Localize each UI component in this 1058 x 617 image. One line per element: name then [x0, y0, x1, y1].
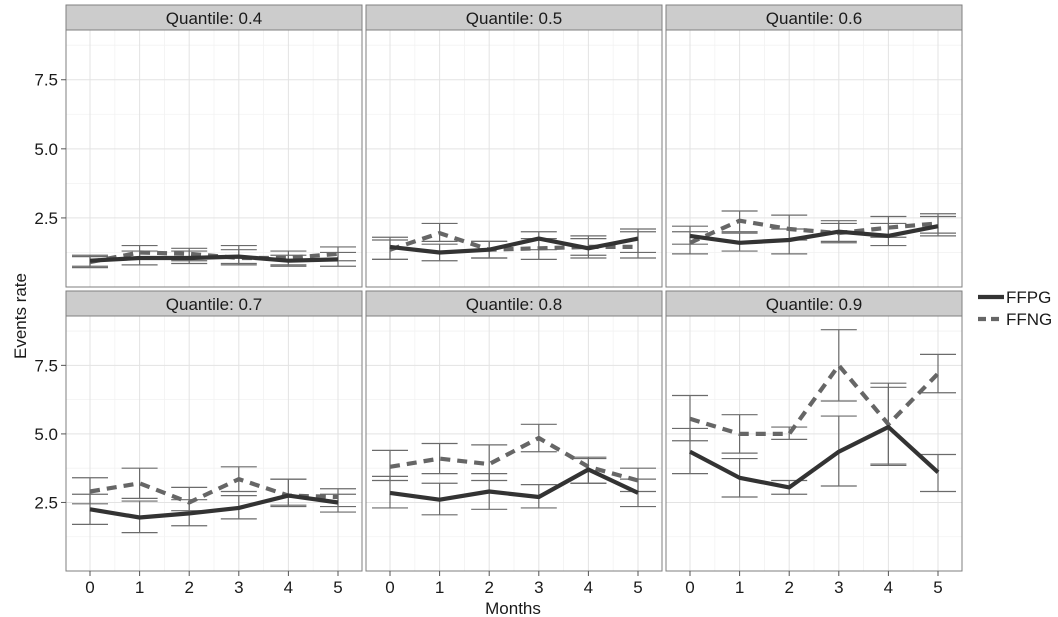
facet-strip [65, 290, 363, 317]
errorbar-group-ffng [672, 329, 956, 465]
x-tick-label: 1 [135, 578, 144, 597]
x-tick-label: 1 [735, 578, 744, 597]
x-tick-label: 0 [85, 578, 94, 597]
x-tick-label: 0 [385, 578, 394, 597]
y-tick-label: 5.0 [34, 425, 58, 444]
facet-strip-label: Quantile: 0.6 [766, 9, 862, 28]
x-tick-label: 5 [633, 578, 642, 597]
errorbar [672, 394, 708, 442]
x-tick-label: 4 [584, 578, 593, 597]
facet-strip-label: Quantile: 0.7 [166, 295, 262, 314]
facet-strip [65, 4, 363, 31]
facet-strip-label: Quantile: 0.8 [466, 295, 562, 314]
facet-panel: Quantile: 0.5 [365, 4, 663, 288]
facet-panel: Quantile: 0.7 [65, 290, 363, 572]
facet-strip [365, 4, 663, 31]
y-tick-label: 5.0 [34, 140, 58, 159]
errorbar [320, 488, 356, 508]
series-line-ffpg [689, 224, 939, 245]
errorbar [121, 467, 158, 499]
y-tick-label: 2.5 [34, 209, 58, 228]
errorbar-group-ffng [372, 423, 656, 493]
series-line-ffng [689, 218, 939, 245]
legend-label: FFPG [1006, 288, 1051, 307]
x-tick-label: 2 [484, 578, 493, 597]
x-tick-label: 4 [284, 578, 293, 597]
facet-panel: Quantile: 0.4 [65, 4, 363, 288]
x-tick-label: 1 [435, 578, 444, 597]
errorbar [270, 478, 307, 506]
panel-border [65, 315, 363, 572]
x-tick-label: 2 [784, 578, 793, 597]
x-axis-title: Months [485, 599, 541, 617]
legend-label: FFNG [1006, 310, 1052, 329]
series-line-ffpg [89, 254, 339, 263]
facet-strip [365, 290, 663, 317]
series-line-ffng [89, 477, 339, 505]
series-line-ffng [689, 363, 940, 436]
series-line-ffpg [89, 493, 339, 520]
series-line-ffpg [389, 236, 639, 255]
series-line-ffpg [689, 424, 940, 490]
facet-panel: Quantile: 0.6 [665, 4, 963, 288]
facet-panels: Quantile: 0.4 Quantile: 0.5 Quantile: 0.6 Q… [65, 4, 963, 572]
series-line-ffpg [389, 467, 639, 502]
legend: FFPG FFNG [978, 288, 1052, 329]
facet-strip-label: Quantile: 0.5 [466, 9, 562, 28]
panel-border [665, 29, 963, 288]
y-tick-label: 7.5 [34, 356, 58, 375]
panel-border [65, 29, 363, 288]
axes: Events rate Months 2.5 5.0 7.5 2.5 5.0 7.5 0 1 2… [11, 71, 943, 617]
x-tick-label: 3 [834, 578, 843, 597]
errorbar [72, 256, 108, 269]
y-tick-label: 7.5 [34, 71, 58, 90]
errorbar [570, 235, 607, 256]
y-axis-title: Events rate [11, 273, 30, 359]
facet-strip-label: Quantile: 0.4 [166, 9, 262, 28]
x-tick-label: 3 [234, 578, 243, 597]
facet-panel: Quantile: 0.8 [365, 290, 663, 572]
x-tick-label: 5 [333, 578, 342, 597]
legend-item-ffng: FFNG [978, 310, 1052, 329]
facet-strip-label: Quantile: 0.9 [766, 295, 862, 314]
panel-border [365, 29, 663, 288]
panel-border [665, 315, 963, 572]
legend-item-ffpg: FFPG [978, 288, 1051, 307]
x-tick-label: 3 [534, 578, 543, 597]
facet-strip [665, 290, 963, 317]
facet-panel: Quantile: 0.9 [665, 290, 963, 572]
panel-border [365, 315, 663, 572]
y-tick-label: 2.5 [34, 493, 58, 512]
errorbar [471, 444, 508, 482]
x-tick-label: 2 [184, 578, 193, 597]
errorbar [920, 453, 956, 493]
errorbar [620, 231, 656, 259]
x-tick-label: 0 [685, 578, 694, 597]
facet-strip [665, 4, 963, 31]
x-tick-label: 5 [933, 578, 942, 597]
errorbar [920, 353, 956, 394]
errorbar-group-ffng [372, 222, 656, 260]
errorbar [820, 329, 857, 402]
errorbar-group-ffng [672, 210, 956, 255]
x-tick-label: 4 [884, 578, 893, 597]
series-line-ffng [389, 435, 639, 483]
errorbar [920, 213, 956, 234]
errorbar [421, 442, 458, 475]
